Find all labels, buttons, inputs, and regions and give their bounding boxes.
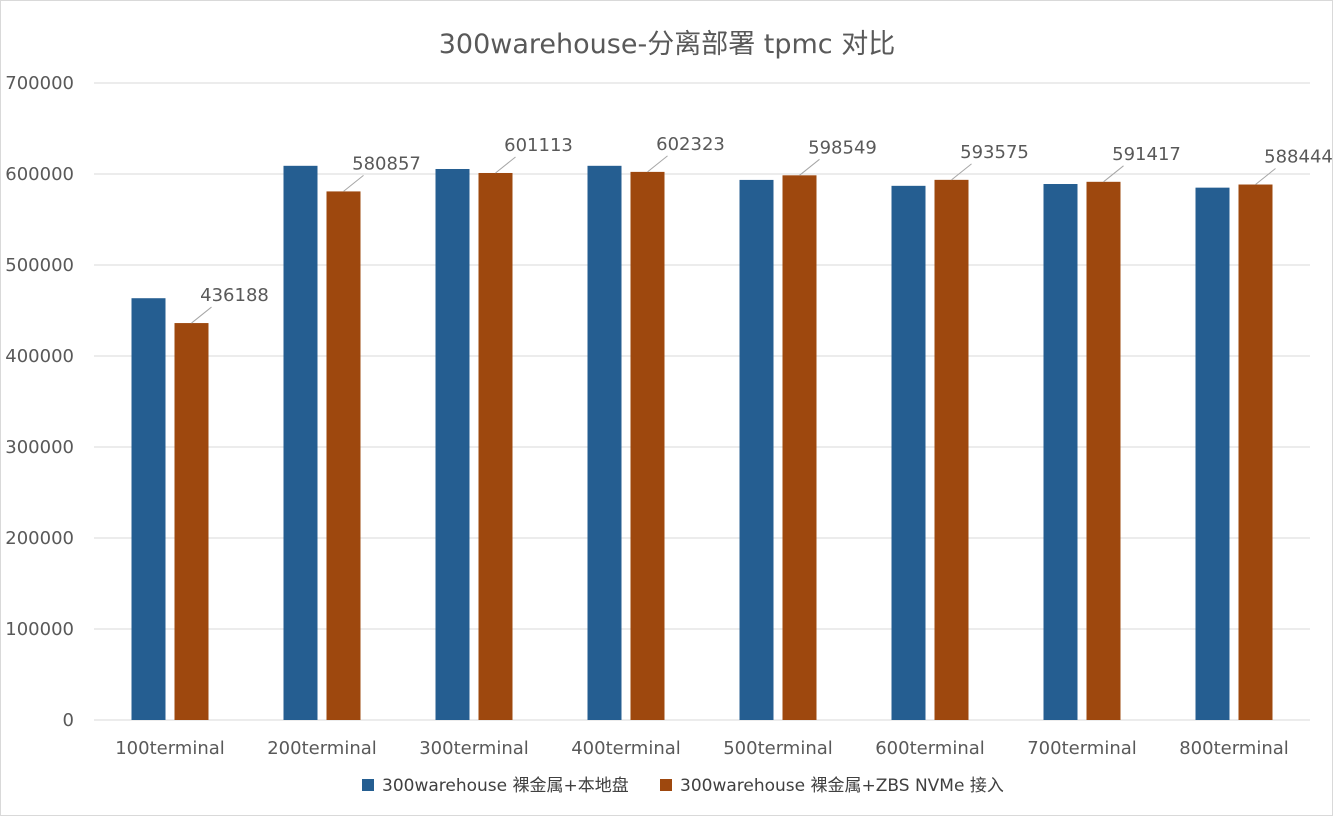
data-label: 602323 [656,134,725,155]
y-tick-label: 300000 [5,437,74,458]
y-tick-label: 600000 [5,164,74,185]
x-tick-label: 600terminal [875,738,985,759]
bar-series-1 [1043,184,1078,720]
bar-series-2 [326,191,361,720]
y-tick-label: 500000 [5,255,74,276]
x-tick-label: 500terminal [723,738,833,759]
data-label-leader [1103,165,1124,183]
x-tick-label: 400terminal [571,738,681,759]
bar-series-1 [587,165,622,720]
x-tick-label: 200terminal [267,738,377,759]
bar-series-1 [131,298,166,720]
data-label: 580857 [352,153,421,174]
x-tick-label: 700terminal [1027,738,1137,759]
legend-swatch [660,779,672,791]
data-label: 588444 [1264,147,1333,168]
bar-series-2 [478,172,513,720]
bar-series-1 [891,185,926,720]
x-tick-label: 100terminal [115,738,225,759]
bar-series-1 [283,165,318,720]
data-label: 593575 [960,142,1029,163]
data-label-leader [647,155,668,173]
data-label: 591417 [1112,144,1181,165]
bar-series-2 [174,323,209,720]
legend-entry: 300warehouse 裸金属+本地盘 [382,776,629,796]
y-tick-label: 100000 [5,619,74,640]
legend-entry: 300warehouse 裸金属+ZBS NVMe 接入 [680,776,1004,796]
x-tick-label: 300terminal [419,738,529,759]
y-tick-label: 700000 [5,73,74,94]
bar-series-2 [934,179,969,721]
y-tick-label: 400000 [5,346,74,367]
gridlines [94,82,1310,721]
bar-series-2 [1086,181,1121,720]
legend-swatch [362,779,374,791]
legend: 300warehouse 裸金属+本地盘 300warehouse 裸金属+ZBS… [362,776,1004,796]
bar-series-1 [1195,187,1230,720]
data-label: 601113 [504,135,573,156]
data-label-leader [951,163,972,181]
bar-series-2 [1238,184,1273,720]
data-label-leader [191,306,212,324]
x-axis-ticks: 100terminal 200terminal 300terminal 400term… [115,738,1289,759]
data-label-leader [495,156,516,174]
bar-series-1 [739,179,774,721]
chart-title: 300warehouse-分离部署 tpmc 对比 [439,29,895,60]
bar-series-2 [630,171,665,721]
data-label-leader [799,158,820,176]
y-tick-label: 200000 [5,528,74,549]
bars [131,165,1273,721]
data-labels: 436188 580857 601113 602323 598549 593575 5914… [191,134,1333,324]
y-tick-label: 0 [63,710,74,731]
data-label: 436188 [200,285,269,306]
bar-series-2 [782,175,817,720]
data-label-leader [343,175,364,192]
x-tick-label: 800terminal [1179,738,1289,759]
data-label-leader [1255,168,1276,185]
data-label: 598549 [808,137,877,158]
y-axis-ticks: 0 100000 200000 300000 400000 500000 600000 700… [5,73,74,731]
bar-series-1 [435,168,470,720]
